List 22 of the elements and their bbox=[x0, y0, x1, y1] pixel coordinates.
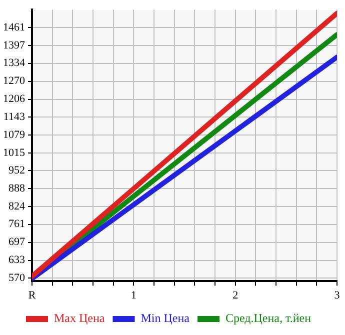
y-tick-label: 1397 bbox=[3, 39, 26, 52]
y-tick-label: 697 bbox=[8, 236, 26, 248]
x-tick-label: R bbox=[28, 289, 36, 302]
y-tick-label: 824 bbox=[8, 200, 26, 212]
y-tick-label: 1079 bbox=[3, 128, 26, 141]
legend-label: Min Цена bbox=[140, 311, 190, 326]
x-tick-label: 1 bbox=[130, 289, 136, 302]
y-tick-label: 570 bbox=[8, 272, 26, 284]
y-tick-label: 888 bbox=[8, 182, 26, 195]
x-tick-label: 2 bbox=[232, 289, 238, 302]
y-tick-label: 1143 bbox=[3, 110, 26, 123]
legend-label: Сред.Цена, т.йен bbox=[225, 311, 312, 326]
y-tick-label: 1334 bbox=[3, 57, 26, 70]
x-tick-label: 3 bbox=[334, 289, 340, 302]
y-tick-label: 1270 bbox=[3, 75, 26, 88]
y-tick-label: 633 bbox=[8, 254, 26, 266]
y-tick-label: 1015 bbox=[3, 146, 26, 159]
y-tick-label: 761 bbox=[8, 218, 25, 230]
y-tick-label: 952 bbox=[8, 164, 25, 177]
y-tick-label: 1461 bbox=[3, 21, 25, 34]
legend-label: Max Цена bbox=[54, 311, 106, 326]
y-tick-label: 1206 bbox=[3, 93, 26, 106]
